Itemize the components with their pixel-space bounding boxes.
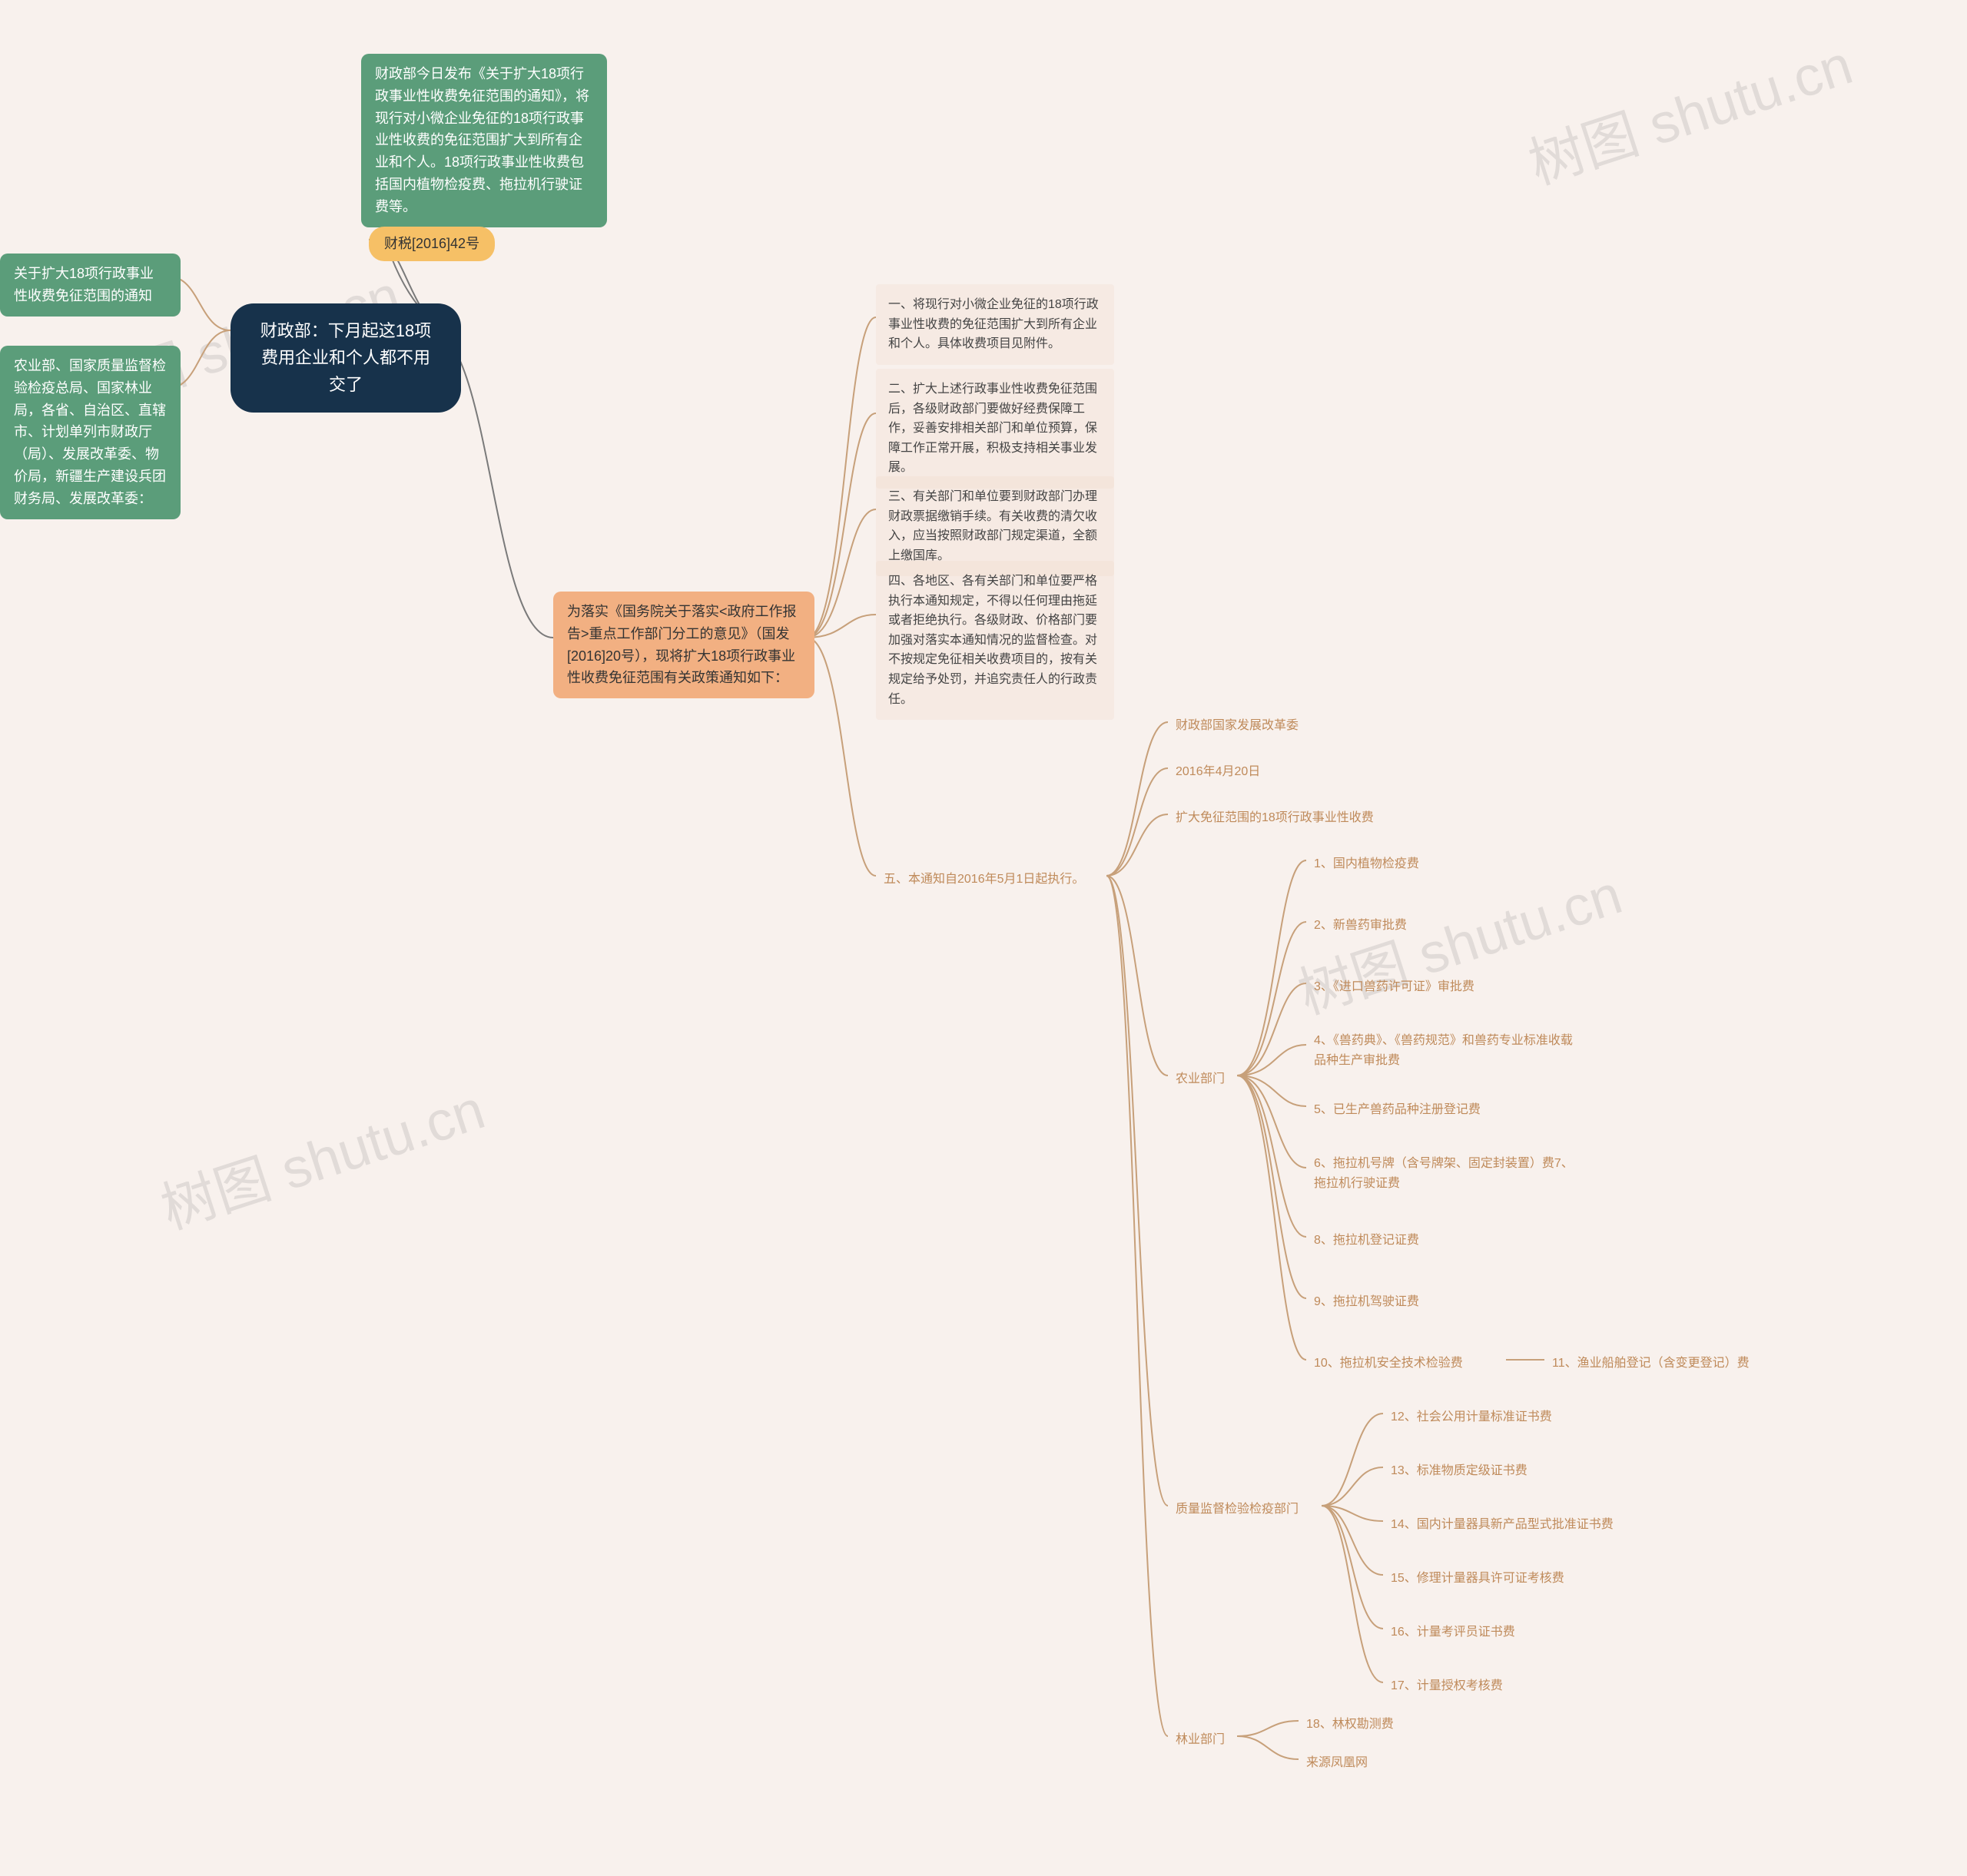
forest-item: 18、林权勘测费 xyxy=(1299,1712,1401,1738)
agri-item: 10、拖拉机安全技术检验费 xyxy=(1306,1351,1471,1377)
para5: 五、本通知自2016年5月1日起执行。 xyxy=(876,867,1114,893)
root-node: 财政部：下月起这18项费用企业和个人都不用交了 xyxy=(231,303,461,413)
para4: 四、各地区、各有关部门和单位要严格执行本通知规定，不得以任何理由拖延或者拒绝执行… xyxy=(876,561,1114,720)
left-top-node: 关于扩大18项行政事业性收费免征范围的通知 xyxy=(0,254,181,317)
agri-item: 8、拖拉机登记证费 xyxy=(1306,1228,1427,1254)
forest-item: 来源凤凰网 xyxy=(1299,1750,1375,1776)
sig3: 扩大免征范围的18项行政事业性收费 xyxy=(1168,805,1382,831)
agri-item: 2、新兽药审批费 xyxy=(1306,913,1415,939)
sig2: 2016年4月20日 xyxy=(1168,759,1268,785)
dept-quality: 质量监督检验检疫部门 xyxy=(1168,1496,1306,1523)
agri-item: 6、拖拉机号牌（含号牌架、固定封装置）费7、拖拉机行驶证费 xyxy=(1306,1151,1583,1196)
agri-item: 4、《兽药典》、《兽药规范》和兽药专业标准收载品种生产审批费 xyxy=(1306,1028,1583,1073)
agri-item: 5、已生产兽药品种注册登记费 xyxy=(1306,1097,1488,1123)
quality-item: 14、国内计量器具新产品型式批准证书费 xyxy=(1383,1512,1621,1538)
para2: 二、扩大上述行政事业性收费免征范围后，各级财政部门要做好经费保障工作，妥善安排相… xyxy=(876,369,1114,489)
left-bottom-node: 农业部、国家质量监督检验检疫总局、国家林业局，各省、自治区、直辖市、计划单列市财… xyxy=(0,346,181,519)
policy-node: 为落实《国务院关于落实<政府工作报告>重点工作部门分工的意见》（国发[2016]… xyxy=(553,592,814,698)
connectors xyxy=(0,0,1967,1876)
dept-agri: 农业部门 xyxy=(1168,1066,1232,1092)
agri-item: 11、渔业船舶登记（含变更登记）费 xyxy=(1544,1351,1757,1377)
quality-item: 13、标准物质定级证书费 xyxy=(1383,1458,1535,1484)
agri-item: 9、拖拉机驾驶证费 xyxy=(1306,1289,1427,1315)
agri-item: 1、国内植物检疫费 xyxy=(1306,851,1427,877)
top-green-node: 财政部今日发布《关于扩大18项行政事业性收费免征范围的通知》，将现行对小微企业免… xyxy=(361,54,607,227)
quality-item: 17、计量授权考核费 xyxy=(1383,1673,1511,1699)
watermark: 树图 shutu.cn xyxy=(149,1064,493,1245)
quality-item: 15、修理计量器具许可证考核费 xyxy=(1383,1566,1572,1592)
quality-item: 12、社会公用计量标准证书费 xyxy=(1383,1404,1560,1430)
agri-item: 3、《进口兽药许可证》审批费 xyxy=(1306,974,1482,1000)
sig1: 财政部国家发展改革委 xyxy=(1168,713,1306,739)
watermark: 树图 shutu.cn xyxy=(1517,19,1860,200)
para1: 一、将现行对小微企业免征的18项行政事业性收费的免征范围扩大到所有企业和个人。具… xyxy=(876,284,1114,365)
yellow-node: 财税[2016]42号 xyxy=(369,227,495,261)
quality-item: 16、计量考评员证书费 xyxy=(1383,1619,1523,1646)
dept-forest: 林业部门 xyxy=(1168,1727,1232,1753)
